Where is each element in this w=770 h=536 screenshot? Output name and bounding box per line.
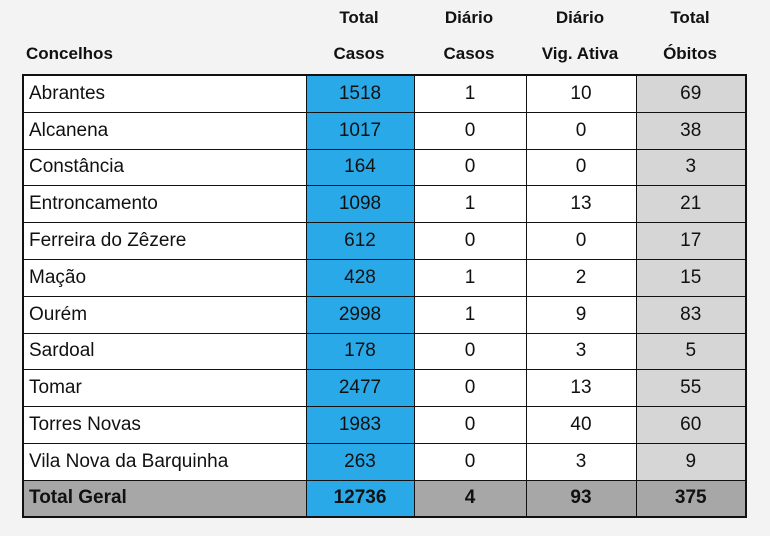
cell-vig-ativa: 0 [525, 222, 637, 260]
total-row: Total Geral 12736 4 93 375 [22, 479, 747, 518]
cell-vig-ativa: 3 [525, 442, 637, 481]
cell-total-obitos: 60 [635, 406, 747, 444]
cell-concelho: Alcanena [22, 111, 307, 150]
cell-diario-casos: 1 [413, 295, 527, 334]
table-row: Abrantes 1518 1 10 69 [22, 74, 747, 113]
cell-total-obitos: 375 [635, 479, 747, 518]
cell-concelho: Ferreira do Zêzere [22, 222, 307, 260]
cell-total-casos: 1098 [305, 185, 415, 224]
cell-vig-ativa: 10 [525, 74, 637, 113]
cell-total-casos: 1017 [305, 111, 415, 150]
cell-total-obitos: 38 [635, 111, 747, 150]
cell-total-obitos: 9 [635, 442, 747, 481]
cell-diario-casos: 1 [413, 185, 527, 224]
cell-diario-casos: 0 [413, 148, 527, 187]
cell-vig-ativa: 40 [525, 406, 637, 444]
cell-diario-casos: 0 [413, 442, 527, 481]
cell-vig-ativa: 3 [525, 332, 637, 371]
header-diario-vig-line1: Diário [555, 8, 605, 27]
cell-diario-casos: 0 [413, 406, 527, 444]
cell-concelho: Entroncamento [22, 185, 307, 224]
header-diario-vig-line2: Vig. Ativa [541, 44, 619, 63]
cell-concelho: Vila Nova da Barquinha [22, 442, 307, 481]
header-diario-vig-ativa: Diário Vig. Ativa [525, 0, 635, 72]
cell-vig-ativa: 13 [525, 185, 637, 224]
cell-total-casos: 2477 [305, 369, 415, 408]
table-row: Constância 164 0 0 3 [22, 148, 747, 187]
cell-concelho: Tomar [22, 369, 307, 408]
cell-diario-casos: 1 [413, 74, 527, 113]
table-row: Ferreira do Zêzere 612 0 0 17 [22, 222, 747, 260]
table-row: Mação 428 1 2 15 [22, 258, 747, 297]
cell-total-casos: 178 [305, 332, 415, 371]
table-row: Tomar 2477 0 13 55 [22, 369, 747, 408]
cell-vig-ativa: 0 [525, 111, 637, 150]
header-diario-casos: Diário Casos [413, 0, 525, 72]
table-row: Entroncamento 1098 1 13 21 [22, 185, 747, 224]
cell-vig-ativa: 9 [525, 295, 637, 334]
cell-total-casos: 612 [305, 222, 415, 260]
table-row: Ourém 2998 1 9 83 [22, 295, 747, 334]
cell-diario-casos: 1 [413, 258, 527, 297]
cell-total-obitos: 15 [635, 258, 747, 297]
table-row: Sardoal 178 0 3 5 [22, 332, 747, 371]
cell-vig-ativa: 0 [525, 148, 637, 187]
cell-total-casos: 12736 [305, 479, 415, 518]
cell-diario-casos: 4 [413, 479, 527, 518]
cell-total-obitos: 5 [635, 332, 747, 371]
cell-concelho: Mação [22, 258, 307, 297]
header-total-casos-line2: Casos [333, 44, 385, 63]
cell-total-obitos: 69 [635, 74, 747, 113]
table-row: Alcanena 1017 0 0 38 [22, 111, 747, 150]
cell-diario-casos: 0 [413, 332, 527, 371]
cell-concelho: Sardoal [22, 332, 307, 371]
header-total-obitos-line1: Total [670, 8, 710, 27]
cell-vig-ativa: 93 [525, 479, 637, 518]
header-total-casos-line1: Total [339, 8, 379, 27]
cell-concelho: Constância [22, 148, 307, 187]
cell-total-casos: 428 [305, 258, 415, 297]
cell-vig-ativa: 2 [525, 258, 637, 297]
header-total-casos: Total Casos [305, 0, 413, 72]
cell-concelho: Ourém [22, 295, 307, 334]
cell-total-obitos: 55 [635, 369, 747, 408]
cell-diario-casos: 0 [413, 111, 527, 150]
cell-diario-casos: 0 [413, 222, 527, 260]
cell-total-obitos: 17 [635, 222, 747, 260]
cell-concelho: Torres Novas [22, 406, 307, 444]
header-diario-casos-line1: Diário [444, 8, 494, 27]
header-concelhos-label: Concelhos [26, 44, 113, 63]
cell-concelho: Abrantes [22, 74, 307, 113]
cell-total-obitos: 83 [635, 295, 747, 334]
cell-total-casos: 263 [305, 442, 415, 481]
cell-total-casos: 1983 [305, 406, 415, 444]
cell-total-casos: 1518 [305, 74, 415, 113]
cell-concelho: Total Geral [22, 479, 307, 518]
cell-total-casos: 2998 [305, 295, 415, 334]
header-total-obitos: Total Óbitos [635, 0, 745, 72]
cell-diario-casos: 0 [413, 369, 527, 408]
cell-total-casos: 164 [305, 148, 415, 187]
cell-vig-ativa: 13 [525, 369, 637, 408]
concelhos-table: Abrantes 1518 1 10 69 Alcanena 1017 0 0 38 Constân… [22, 74, 747, 518]
cell-total-obitos: 21 [635, 185, 747, 224]
header-total-obitos-line2: Óbitos [663, 44, 717, 63]
header-concelhos: Concelhos [26, 0, 296, 72]
cell-total-obitos: 3 [635, 148, 747, 187]
table-row: Vila Nova da Barquinha 263 0 3 9 [22, 442, 747, 481]
header-diario-casos-line2: Casos [443, 44, 495, 63]
table-row: Torres Novas 1983 0 40 60 [22, 406, 747, 444]
